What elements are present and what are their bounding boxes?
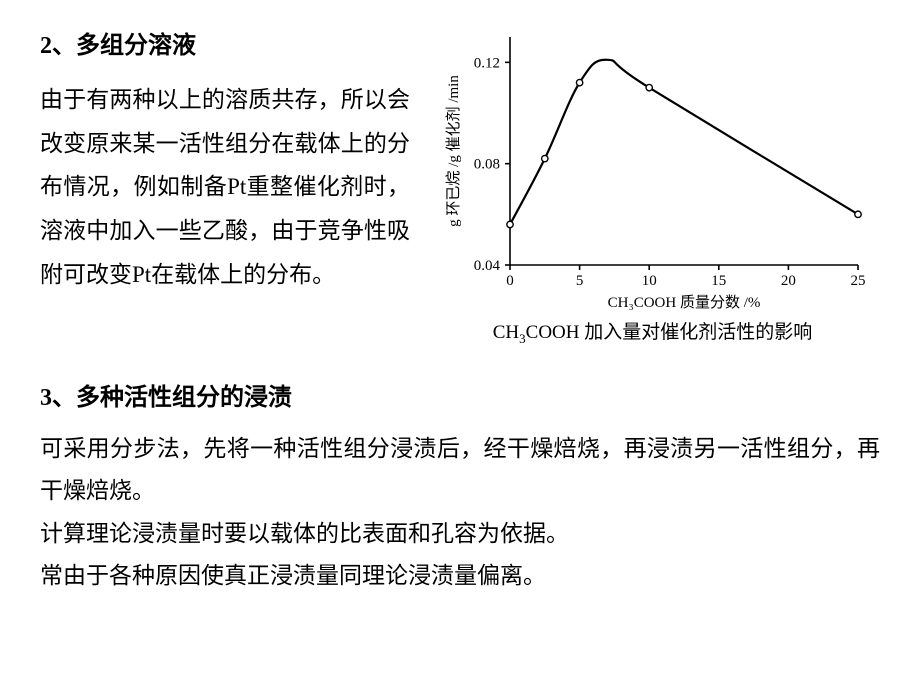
caption-rest: COOH 加入量对催化剂活性的影响 xyxy=(526,322,813,343)
chart-svg: 0.04 0.08 0.12 0 5 10 15 20 25 g 环已烷 /g 催化剂 /min C… xyxy=(438,25,868,315)
svg-text:0.04: 0.04 xyxy=(473,258,500,274)
svg-text:g 环已烷 /g 催化剂 /min: g 环已烷 /g 催化剂 /min xyxy=(445,75,462,227)
section-3-heading: 3、多种活性组分的浸渍 xyxy=(40,377,880,412)
section-2-heading: 2、多组分溶液 xyxy=(40,25,410,60)
section-2-paragraph: 由于有两种以上的溶质共存，所以会改变原来某一活性组分在载体上的分布情况，例如制备… xyxy=(40,78,410,296)
activity-chart: 0.04 0.08 0.12 0 5 10 15 20 25 g 环已烷 /g 催化剂 /min C… xyxy=(438,25,868,315)
svg-text:0.08: 0.08 xyxy=(473,157,499,173)
svg-text:5: 5 xyxy=(575,273,583,289)
section-3-paragraph: 可采用分步法，先将一种活性组分浸渍后，经干燥焙烧，再浸渍另一活性组分，再干燥焙烧… xyxy=(40,428,880,598)
chart-caption: CH3COOH 加入量对催化剂活性的影响 xyxy=(493,317,813,347)
svg-text:10: 10 xyxy=(641,273,656,289)
svg-text:0.12: 0.12 xyxy=(473,55,499,71)
svg-text:0: 0 xyxy=(506,273,514,289)
svg-text:25: 25 xyxy=(850,273,865,289)
svg-text:20: 20 xyxy=(780,273,795,289)
svg-text:CH₃COOH 质量分数 /%: CH₃COOH 质量分数 /% xyxy=(607,294,760,311)
svg-text:15: 15 xyxy=(711,273,726,289)
caption-prefix: CH xyxy=(493,322,519,343)
